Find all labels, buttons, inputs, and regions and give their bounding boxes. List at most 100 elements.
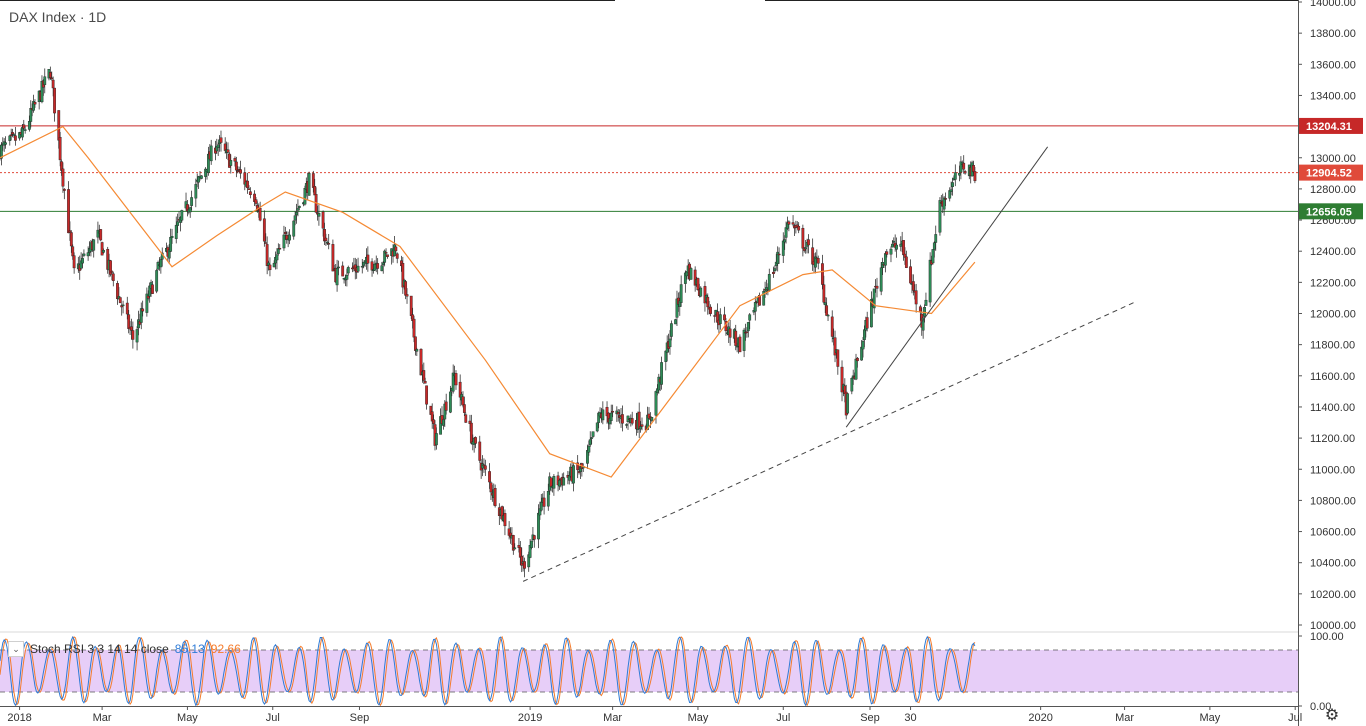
candle-body <box>62 188 66 191</box>
candle-body <box>96 229 100 238</box>
candle-body <box>783 239 787 243</box>
candle-body <box>127 314 131 329</box>
x-tick-label: Sep <box>860 712 880 724</box>
candle-body <box>616 412 620 415</box>
candle-body <box>321 211 325 229</box>
candle-body <box>931 249 935 264</box>
candle-body <box>194 184 198 199</box>
candle-body <box>296 208 300 211</box>
candle-body <box>258 207 262 221</box>
candle-body <box>155 270 159 292</box>
candle-body <box>883 253 887 266</box>
candle-body <box>962 162 966 170</box>
candle-body <box>958 172 961 176</box>
candle-body <box>317 213 321 217</box>
y-tick-label: 10600.00 <box>1310 527 1356 539</box>
candle-body <box>135 329 139 343</box>
candle-body <box>180 210 184 221</box>
candle-body <box>337 266 340 269</box>
candle-body <box>264 242 268 244</box>
level-price-tag <box>1299 203 1363 220</box>
y-tick-label: 11000.00 <box>1310 464 1355 476</box>
candle-body <box>262 218 266 242</box>
chevron-down-icon[interactable]: ⌄ <box>8 641 24 657</box>
x-tick-label: Jul <box>266 712 280 724</box>
candle-body <box>381 262 385 265</box>
candle-body <box>523 561 526 569</box>
candle-body <box>865 317 869 329</box>
dashed-trendline <box>522 300 1138 582</box>
y-tick-label: 10200.00 <box>1310 589 1356 601</box>
candle-body <box>395 253 399 259</box>
candle-body <box>734 330 738 346</box>
candle-body <box>131 330 135 340</box>
candle-body <box>169 236 173 252</box>
x-tick-label: 2020 <box>1028 712 1052 724</box>
y-tick-label: 10400.00 <box>1310 558 1356 570</box>
candle-body <box>247 188 251 191</box>
candle-body <box>174 224 178 239</box>
candle-body <box>772 271 775 274</box>
candle-body <box>963 171 967 174</box>
candle-body <box>102 250 105 253</box>
candle-body <box>404 281 408 296</box>
candle-body <box>415 349 419 352</box>
candle-body <box>833 337 837 356</box>
candle-body <box>609 412 613 421</box>
level-price-tag <box>1299 117 1363 134</box>
candle-body <box>176 221 180 226</box>
candle-body <box>801 227 805 249</box>
candle-body <box>130 326 133 331</box>
candle-body <box>951 182 954 187</box>
candle-body <box>854 358 858 380</box>
candle-body <box>331 244 335 272</box>
trendlines <box>522 146 1138 582</box>
oscillator-legend: ⌄ Stoch RSI 3 3 14 14 close 85.13 92.66 <box>8 641 241 657</box>
candle-body <box>576 462 580 471</box>
candles <box>0 66 977 578</box>
candle-body <box>932 242 936 250</box>
candle-body <box>601 409 605 421</box>
x-tick-label: Mar <box>603 712 622 724</box>
candle-body <box>444 401 448 411</box>
y-tick-label: 10800.00 <box>1310 495 1356 507</box>
x-tick-label: Mar <box>93 712 112 724</box>
candle-body <box>639 426 643 430</box>
candle-body <box>767 274 771 291</box>
candle-body <box>72 255 76 269</box>
candle-body <box>462 404 466 413</box>
candle-body <box>100 242 104 256</box>
candle-body <box>293 215 297 221</box>
candle-body <box>895 244 898 250</box>
candle-body <box>830 316 834 337</box>
candle-body <box>804 247 808 250</box>
candle-body <box>654 391 658 416</box>
candle-body <box>660 362 663 385</box>
candle-body <box>546 491 550 507</box>
candle-body <box>23 129 27 131</box>
candle-body <box>170 236 174 238</box>
stoch-band <box>0 650 1298 692</box>
candle-body <box>229 160 233 166</box>
candle-body <box>219 137 223 143</box>
candle-body <box>288 234 291 241</box>
candle-body <box>159 259 163 268</box>
candle-body <box>938 200 942 233</box>
candle-body <box>360 265 364 268</box>
candle-body <box>911 281 915 291</box>
candle-body <box>12 134 16 136</box>
candle-body <box>836 349 840 367</box>
candle-body <box>850 377 854 392</box>
candle-body <box>840 366 844 393</box>
candle-body <box>0 144 3 159</box>
candle-body <box>43 76 47 85</box>
candle-body <box>539 501 543 511</box>
candle-body <box>268 264 272 271</box>
candle-body <box>723 314 726 321</box>
gear-icon[interactable]: ⚙ <box>1324 707 1340 724</box>
stoch-rsi-panel <box>0 631 1298 707</box>
osc-tick-label: 0.00 <box>1310 701 1331 713</box>
candle-body <box>474 437 477 444</box>
candle-body <box>8 135 12 141</box>
